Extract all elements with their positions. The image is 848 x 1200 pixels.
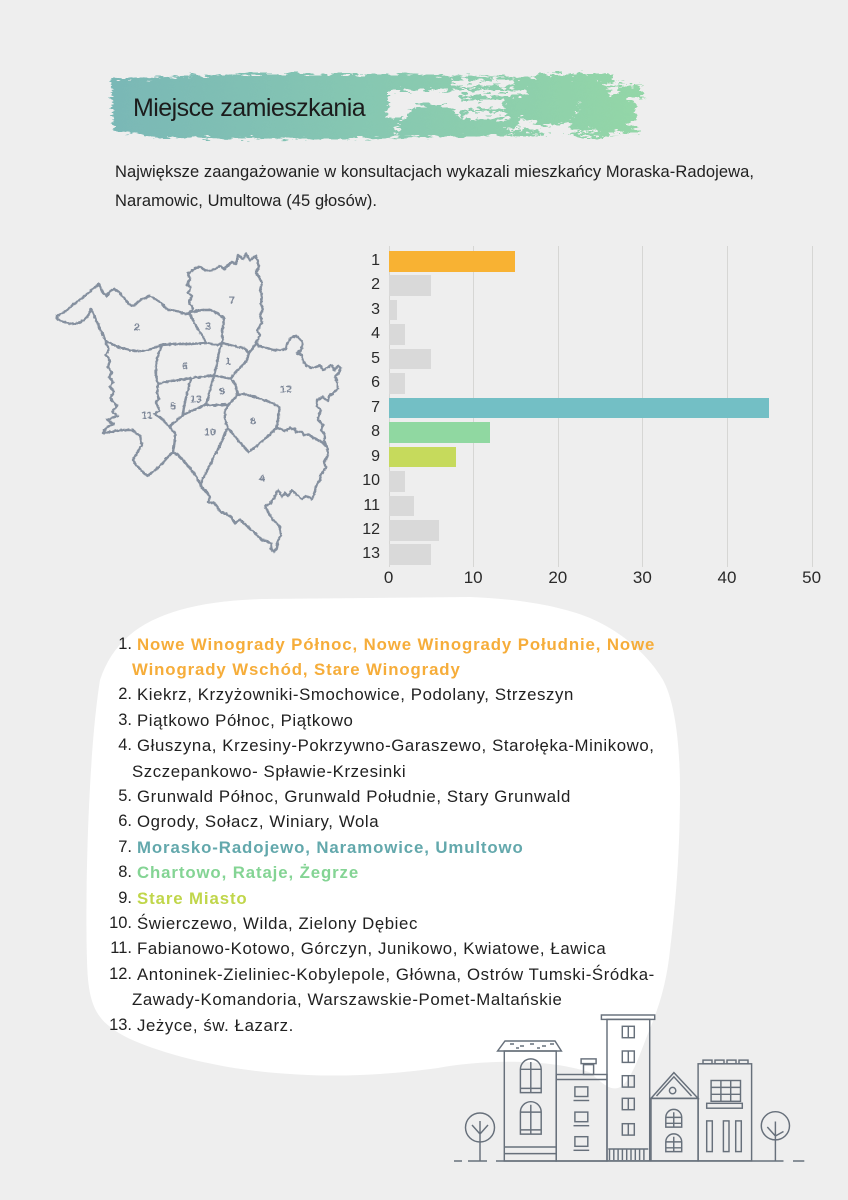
svg-text:12: 12 xyxy=(280,384,292,396)
svg-text:8: 8 xyxy=(250,416,256,428)
svg-text:4: 4 xyxy=(259,473,265,485)
svg-text:9: 9 xyxy=(219,386,225,398)
svg-text:6: 6 xyxy=(182,361,188,373)
svg-text:10: 10 xyxy=(204,427,216,439)
svg-text:1: 1 xyxy=(225,356,231,368)
svg-text:3: 3 xyxy=(205,321,211,333)
svg-text:2: 2 xyxy=(134,322,140,334)
svg-text:7: 7 xyxy=(229,295,235,307)
svg-text:5: 5 xyxy=(170,401,176,413)
svg-text:13: 13 xyxy=(190,394,202,406)
svg-text:11: 11 xyxy=(141,410,152,422)
